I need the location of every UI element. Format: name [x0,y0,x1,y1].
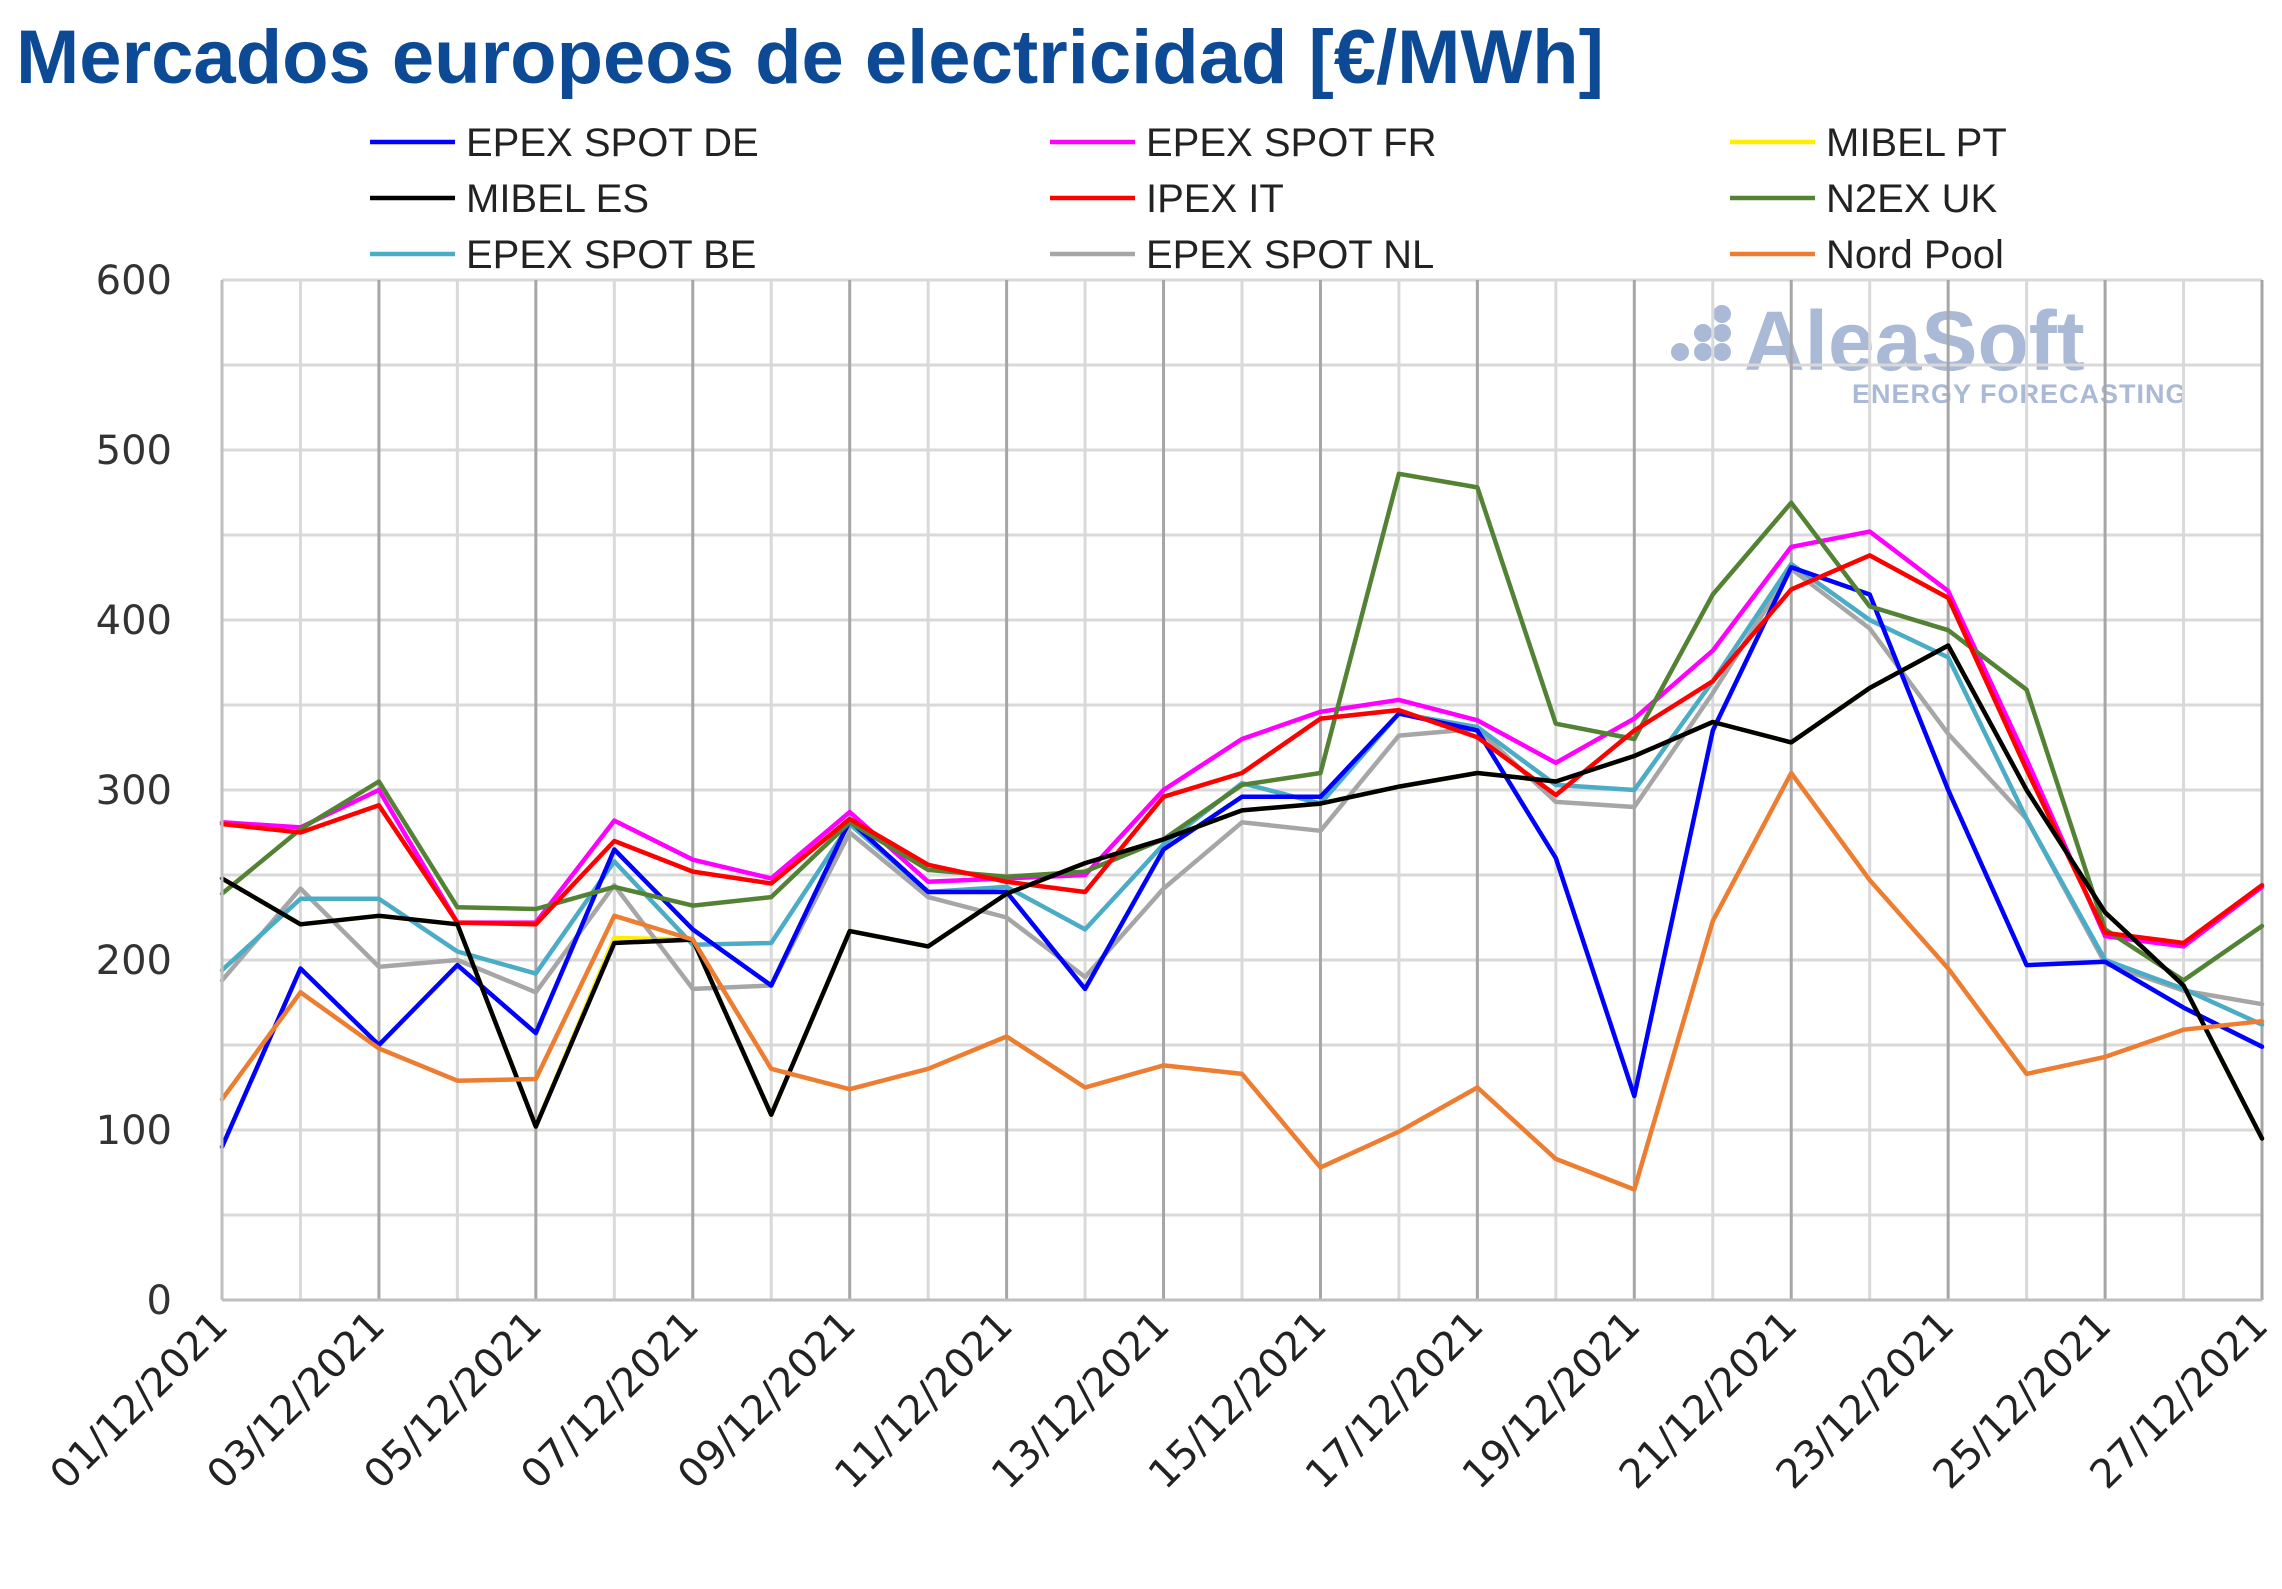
legend-label-epex-spot-de: EPEX SPOT DE [466,121,759,165]
series-layer [219,471,2265,1192]
legend-label-epex-spot-nl: EPEX SPOT NL [1146,233,1434,277]
legend-label-epex-spot-be: EPEX SPOT BE [466,233,757,277]
watermark-dot [1713,305,1731,323]
y-tick-label: 300 [96,768,172,814]
y-tick-label: 400 [96,598,172,644]
legend-label-mibel-es: MIBEL ES [466,177,649,221]
legend-label-n2ex-uk: N2EX UK [1826,177,1997,221]
legend-label-epex-spot-fr: EPEX SPOT FR [1146,121,1436,165]
y-tick-label: 0 [147,1278,172,1324]
chart-title: Mercados europeos de electricidad [€/MWh… [16,15,1604,100]
legend-label-ipex-it: IPEX IT [1146,177,1284,221]
legend-label-mibel-pt: MIBEL PT [1826,121,2007,165]
watermark-tagline: ENERGY FORECASTING [1852,379,2188,409]
series-line-epex-spot-fr [219,529,2265,949]
legend-label-nord-pool: Nord Pool [1826,233,2004,277]
grid-lines [220,278,2264,1302]
watermark-dot [1671,343,1689,361]
y-tick-label: 100 [96,1108,172,1154]
watermark-dot [1713,343,1731,361]
watermark-dot [1694,343,1712,361]
series-line-n2ex-uk [219,471,2265,983]
axes: 010020030040050060001/12/202103/12/20210… [42,258,2278,1498]
series-line-epex-spot-nl [219,566,2265,1007]
series-line-ipex-it [219,553,2265,946]
watermark-dot [1713,324,1731,342]
legend: EPEX SPOT DE EPEX SPOT FR MIBEL PT MIBEL ES… [370,121,2007,277]
series-line-nord-pool [219,770,2265,1192]
y-tick-label: 200 [96,938,172,984]
watermark-dot [1694,324,1712,342]
watermark-name: AleaSoft [1744,294,2085,388]
y-tick-label: 600 [96,258,172,304]
series-line-epex-spot-de [219,565,2265,1150]
y-tick-label: 500 [96,428,172,474]
series-line-mibel-es [219,643,2265,1141]
